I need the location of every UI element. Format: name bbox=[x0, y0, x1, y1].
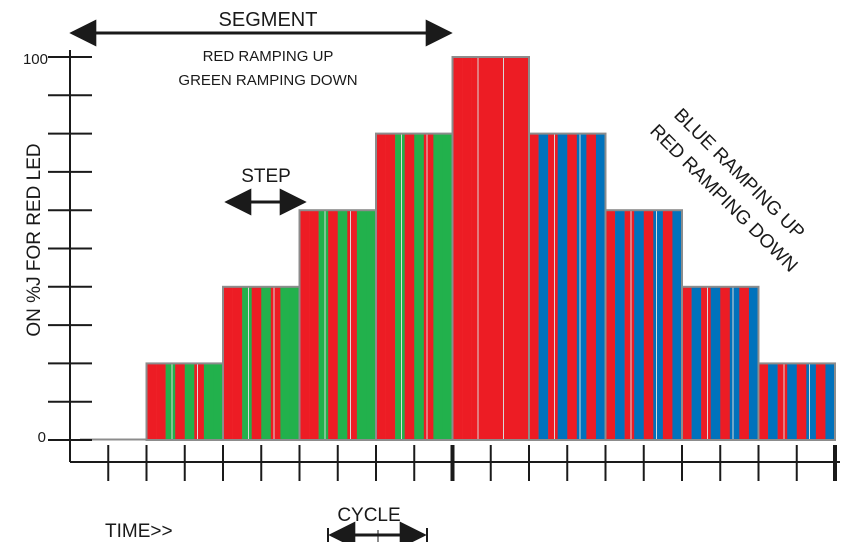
cycle-strip bbox=[548, 133, 558, 440]
cycle-strip bbox=[232, 286, 243, 440]
cycle-strip bbox=[615, 210, 625, 440]
cycle-strip bbox=[356, 210, 367, 440]
cycle-strip bbox=[471, 57, 482, 440]
cycle-strip bbox=[825, 363, 836, 440]
cycle-strip bbox=[165, 363, 176, 440]
cycle-strip bbox=[442, 133, 453, 440]
cycle-strip bbox=[242, 286, 252, 440]
step-bar bbox=[222, 285, 301, 441]
cycle-strip bbox=[194, 363, 205, 440]
cycle-strip bbox=[538, 133, 549, 440]
cycle-strip bbox=[653, 210, 664, 440]
cycle-strip bbox=[624, 210, 635, 440]
cycle-strip bbox=[634, 210, 645, 440]
cycle-strip bbox=[748, 286, 759, 440]
y-axis-max-label: 100 bbox=[23, 51, 48, 68]
cycle-strip bbox=[758, 363, 769, 440]
cycle-strip bbox=[691, 286, 702, 440]
cycle-strip bbox=[452, 57, 463, 440]
cycle-strip bbox=[251, 286, 262, 440]
cycle-strip bbox=[720, 286, 731, 440]
step-bar bbox=[528, 132, 607, 441]
cycle-strip bbox=[175, 363, 186, 440]
cycle-strip bbox=[643, 210, 654, 440]
cycle-strip bbox=[509, 57, 520, 440]
cycle-strip bbox=[404, 133, 415, 440]
segment-desc-line-1: RED RAMPING UP bbox=[203, 48, 334, 65]
cycle-strip bbox=[328, 210, 339, 440]
y-axis-title: ON %J FOR RED LED bbox=[24, 143, 45, 336]
step-bars bbox=[80, 56, 836, 441]
cycle-strip bbox=[529, 133, 539, 440]
cycle-strip bbox=[710, 286, 721, 440]
cycle-strip bbox=[318, 210, 329, 440]
cycle-strip bbox=[414, 133, 425, 440]
cycle-strip bbox=[385, 133, 396, 440]
segment-desc-line-2: GREEN RAMPING DOWN bbox=[178, 72, 357, 89]
cycle-strip bbox=[223, 286, 233, 440]
cycle-strip bbox=[768, 363, 778, 440]
cycle-strip bbox=[376, 133, 386, 440]
cycle-strip bbox=[280, 286, 291, 440]
cycle-strip bbox=[213, 363, 224, 440]
step-bar bbox=[604, 209, 683, 441]
step-bar-outline bbox=[757, 362, 836, 441]
cycle-strip bbox=[184, 363, 195, 440]
cycle-strip bbox=[595, 133, 606, 440]
cycle-strip bbox=[433, 133, 444, 440]
cycle-strip bbox=[777, 363, 788, 440]
cycle-strip bbox=[815, 363, 826, 440]
cycle-strip bbox=[270, 286, 281, 440]
cycle-strip bbox=[289, 286, 300, 440]
cycle-strip bbox=[787, 363, 798, 440]
cycle-strip bbox=[806, 363, 817, 440]
cycle-strip bbox=[261, 286, 272, 440]
cycle-strip bbox=[586, 133, 597, 440]
step-bar bbox=[757, 362, 836, 441]
time-label: TIME>> bbox=[105, 521, 173, 542]
cycle-strip bbox=[395, 133, 405, 440]
step-bar bbox=[145, 362, 224, 441]
y-axis-min-label: 0 bbox=[38, 429, 46, 446]
y-axis bbox=[48, 50, 92, 462]
cycle-strip bbox=[146, 363, 157, 440]
cycle-strip bbox=[576, 133, 587, 440]
cycle-label: CYCLE bbox=[337, 505, 400, 526]
step-label: STEP bbox=[241, 166, 291, 187]
cycle-strip bbox=[490, 57, 501, 440]
cycle-strip bbox=[557, 133, 568, 440]
cycle-strip bbox=[347, 210, 358, 440]
step-bar bbox=[298, 209, 377, 441]
cycle-strip bbox=[739, 286, 750, 440]
cycle-strip bbox=[605, 210, 616, 440]
cycle-strip bbox=[519, 57, 530, 440]
cycle-strip bbox=[701, 286, 711, 440]
cycle-strip bbox=[481, 57, 492, 440]
cycle-strip bbox=[366, 210, 377, 440]
cycle-strip bbox=[682, 286, 692, 440]
cycle-strip bbox=[156, 363, 166, 440]
step-bar bbox=[451, 56, 530, 441]
segment-label: SEGMENT bbox=[219, 9, 318, 31]
cycle-strip bbox=[203, 363, 214, 440]
cycle-strip bbox=[462, 57, 472, 440]
cycle-strip bbox=[500, 57, 511, 440]
cycle-strip bbox=[567, 133, 578, 440]
step-bar bbox=[375, 132, 454, 441]
step-bar bbox=[681, 285, 760, 441]
cycle-strip bbox=[299, 210, 310, 440]
cycle-strip bbox=[423, 133, 434, 440]
cycle-strip bbox=[672, 210, 683, 440]
cycle-strip bbox=[796, 363, 807, 440]
cycle-strip bbox=[729, 286, 740, 440]
cycle-strip bbox=[662, 210, 673, 440]
x-axis bbox=[70, 445, 840, 481]
cycle-strip bbox=[309, 210, 319, 440]
cycle-strip bbox=[337, 210, 348, 440]
